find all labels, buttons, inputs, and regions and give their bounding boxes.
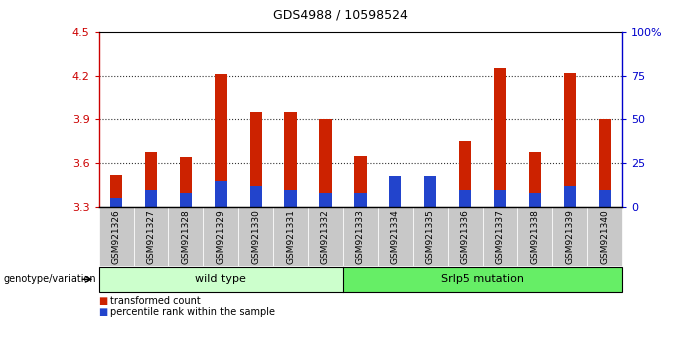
Text: GSM921333: GSM921333 bbox=[356, 209, 365, 264]
Bar bbox=[250, 186, 262, 207]
Bar bbox=[354, 156, 367, 207]
Bar bbox=[215, 181, 227, 207]
Bar bbox=[389, 200, 401, 207]
Bar bbox=[598, 119, 611, 207]
Bar bbox=[564, 186, 576, 207]
Text: GDS4988 / 10598524: GDS4988 / 10598524 bbox=[273, 9, 407, 22]
Text: GSM921326: GSM921326 bbox=[112, 209, 120, 264]
Text: GSM921332: GSM921332 bbox=[321, 209, 330, 264]
Bar bbox=[389, 176, 401, 207]
Bar bbox=[250, 112, 262, 207]
Text: GSM921329: GSM921329 bbox=[216, 209, 225, 264]
Text: genotype/variation: genotype/variation bbox=[3, 274, 96, 284]
Text: GSM921340: GSM921340 bbox=[600, 209, 609, 264]
Text: GSM921339: GSM921339 bbox=[565, 209, 575, 264]
Text: GSM921336: GSM921336 bbox=[460, 209, 470, 264]
Bar bbox=[494, 68, 506, 207]
Bar bbox=[320, 119, 332, 207]
Bar bbox=[110, 198, 122, 207]
Bar bbox=[424, 200, 437, 207]
Text: GSM921327: GSM921327 bbox=[146, 209, 156, 264]
Text: GSM921331: GSM921331 bbox=[286, 209, 295, 264]
Bar bbox=[145, 152, 157, 207]
Bar bbox=[459, 141, 471, 207]
Bar bbox=[180, 193, 192, 207]
Bar bbox=[529, 193, 541, 207]
Text: GSM921338: GSM921338 bbox=[530, 209, 539, 264]
Text: GSM921334: GSM921334 bbox=[391, 209, 400, 264]
Text: GSM921335: GSM921335 bbox=[426, 209, 435, 264]
Bar bbox=[529, 152, 541, 207]
Text: ■: ■ bbox=[99, 307, 108, 316]
Bar bbox=[320, 193, 332, 207]
Text: transformed count: transformed count bbox=[110, 296, 201, 306]
Bar bbox=[145, 189, 157, 207]
Text: percentile rank within the sample: percentile rank within the sample bbox=[110, 307, 275, 316]
Bar bbox=[598, 189, 611, 207]
Bar bbox=[284, 112, 296, 207]
Bar bbox=[180, 158, 192, 207]
Bar bbox=[354, 193, 367, 207]
Text: GSM921328: GSM921328 bbox=[182, 209, 190, 264]
Text: GSM921330: GSM921330 bbox=[251, 209, 260, 264]
Text: Srlp5 mutation: Srlp5 mutation bbox=[441, 274, 524, 284]
Bar bbox=[110, 175, 122, 207]
Text: GSM921337: GSM921337 bbox=[496, 209, 505, 264]
Bar bbox=[424, 176, 437, 207]
Bar bbox=[494, 189, 506, 207]
Text: wild type: wild type bbox=[195, 274, 246, 284]
Bar bbox=[459, 189, 471, 207]
Bar bbox=[215, 74, 227, 207]
Bar bbox=[284, 189, 296, 207]
Text: ■: ■ bbox=[99, 296, 108, 306]
Bar bbox=[564, 73, 576, 207]
